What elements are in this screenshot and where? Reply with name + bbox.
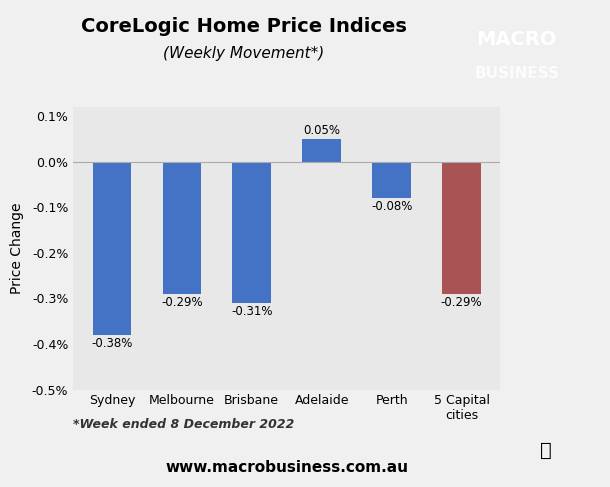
Text: -0.08%: -0.08% [371,200,412,213]
Text: 0.05%: 0.05% [303,124,340,137]
Text: -0.29%: -0.29% [441,296,483,309]
Text: *Week ended 8 December 2022: *Week ended 8 December 2022 [73,418,295,431]
Text: BUSINESS: BUSINESS [475,66,559,81]
Bar [372,162,411,198]
Text: 🐺: 🐺 [540,441,552,460]
Text: -0.29%: -0.29% [161,296,203,309]
Text: MACRO: MACRO [477,30,557,49]
Text: -0.31%: -0.31% [231,305,273,318]
Text: (Weekly Movement*): (Weekly Movement*) [163,46,325,61]
Bar [303,139,341,162]
Y-axis label: Price Change: Price Change [10,203,24,294]
Text: -0.38%: -0.38% [91,337,132,350]
Bar [442,162,481,294]
Bar [93,162,131,335]
Bar [162,162,201,294]
Text: CoreLogic Home Price Indices: CoreLogic Home Price Indices [81,17,407,36]
Bar [232,162,271,303]
Text: www.macrobusiness.com.au: www.macrobusiness.com.au [165,460,408,475]
